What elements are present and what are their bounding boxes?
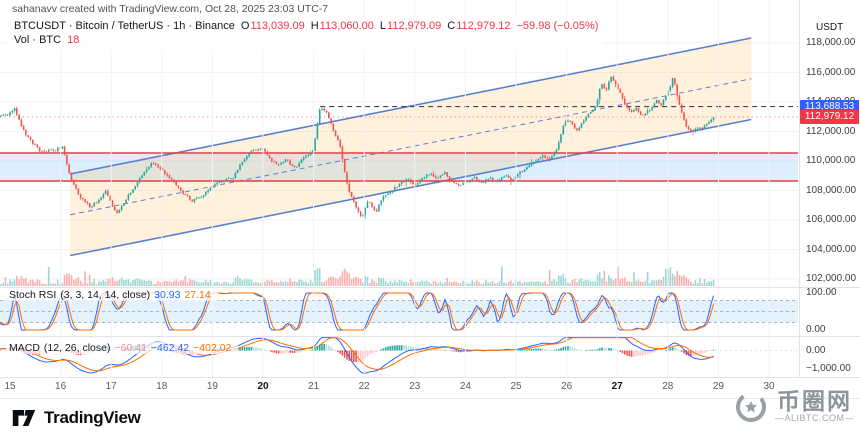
macd-hist-value: −60.41 <box>114 342 147 354</box>
close-value: 112,979.12 <box>456 20 511 32</box>
time-tick: 30 <box>763 381 775 392</box>
macd-line-value: −462.42 <box>150 342 190 354</box>
high-value: 113,060.00 <box>319 20 374 32</box>
low-label: L <box>379 20 387 32</box>
watermark-cn-text: 币圈网 <box>776 388 852 414</box>
price-tick: 106,000.00 <box>806 214 857 225</box>
stoch-tick: 0.00 <box>806 324 826 335</box>
time-tick: 16 <box>55 381 67 392</box>
price-tick: 118,000.00 <box>806 37 856 48</box>
macd-signal-value: −402.02 <box>193 342 232 354</box>
tradingview-logo: TradingView <box>12 406 141 430</box>
volume-label[interactable]: Vol · BTC <box>14 34 62 46</box>
price-tick: 116,000.00 <box>806 66 856 78</box>
time-tick: 22 <box>358 381 370 392</box>
axis-currency-label: USDT <box>816 22 844 33</box>
macd-params: (12, 26, close) <box>43 342 111 354</box>
open-label: O <box>240 20 250 32</box>
time-tick: 21 <box>308 381 320 392</box>
time-tick: 27 <box>611 381 623 392</box>
site-watermark: 币圈网 —ALIBTC.COM— <box>731 386 854 426</box>
stoch-rsi-name[interactable]: Stoch RSI <box>9 289 57 301</box>
time-tick: 15 <box>4 381 16 392</box>
stoch-k-value: 30.93 <box>154 289 181 301</box>
time-tick: 24 <box>459 381 471 392</box>
high-label: H <box>310 20 319 32</box>
symbol-legend[interactable]: BTCUSDT · Bitcoin / TetherUS · 1h · Bina… <box>8 17 605 50</box>
stoch-rsi-legend[interactable]: Stoch RSI (3, 3, 14, 14, close) 30.93 27.14 <box>6 289 218 301</box>
time-tick: 29 <box>712 381 724 392</box>
time-tick: 28 <box>662 381 674 392</box>
tradingview-logo-icon <box>12 410 36 426</box>
low-value: 112,979.09 <box>387 20 442 32</box>
watermark-icon <box>735 392 766 422</box>
stoch-d-value: 27.14 <box>184 289 211 301</box>
stoch-rsi-params: (3, 3, 14, 14, close) <box>60 289 151 301</box>
macd-tick: −1,000.00 <box>806 363 851 374</box>
volume-value: 18 <box>67 34 80 46</box>
tradingview-logo-text: TradingView <box>44 408 141 427</box>
price-tick: 104,000.00 <box>806 243 857 255</box>
time-tick: 20 <box>257 381 269 392</box>
watermark-site-text: —ALIBTC.COM— <box>774 413 854 423</box>
attribution-text: sahanavv created with TradingView.com, O… <box>10 3 331 15</box>
time-tick: 18 <box>156 381 168 392</box>
macd-legend[interactable]: MACD (12, 26, close) −60.41 −462.42 −402.02 <box>6 342 239 354</box>
price-tick: 112,000.00 <box>806 125 856 137</box>
time-tick: 23 <box>409 381 421 392</box>
time-tick: 17 <box>105 381 117 392</box>
macd-tick: 0.00 <box>806 344 826 356</box>
close-label: C <box>447 20 456 32</box>
open-value: 113,039.09 <box>250 20 305 32</box>
price-tick: 102,000.00 <box>806 273 857 284</box>
bottom-brand-bar: TradingView <box>0 398 860 438</box>
time-tick: 19 <box>206 381 218 392</box>
time-scale[interactable]: 15 16 17 18 19 20 21 22 23 24 25 26 27 28 29 30 <box>0 378 800 397</box>
macd-name[interactable]: MACD <box>9 342 40 354</box>
symbol-title[interactable]: BTCUSDT · Bitcoin / TetherUS · 1h · Bina… <box>14 20 235 32</box>
stoch-tick: 100.00 <box>806 287 837 298</box>
price-tick: 108,000.00 <box>806 184 857 196</box>
last-price-badge: 112,979.12 <box>800 110 859 125</box>
time-tick: 26 <box>561 381 573 392</box>
price-scale[interactable]: 118,000.00116,000.00114,000.00112,000.00… <box>800 0 860 397</box>
time-tick: 25 <box>510 381 522 392</box>
price-tick: 110,000.00 <box>806 155 856 166</box>
change-value: −59.98 (−0.05%) <box>516 20 599 32</box>
